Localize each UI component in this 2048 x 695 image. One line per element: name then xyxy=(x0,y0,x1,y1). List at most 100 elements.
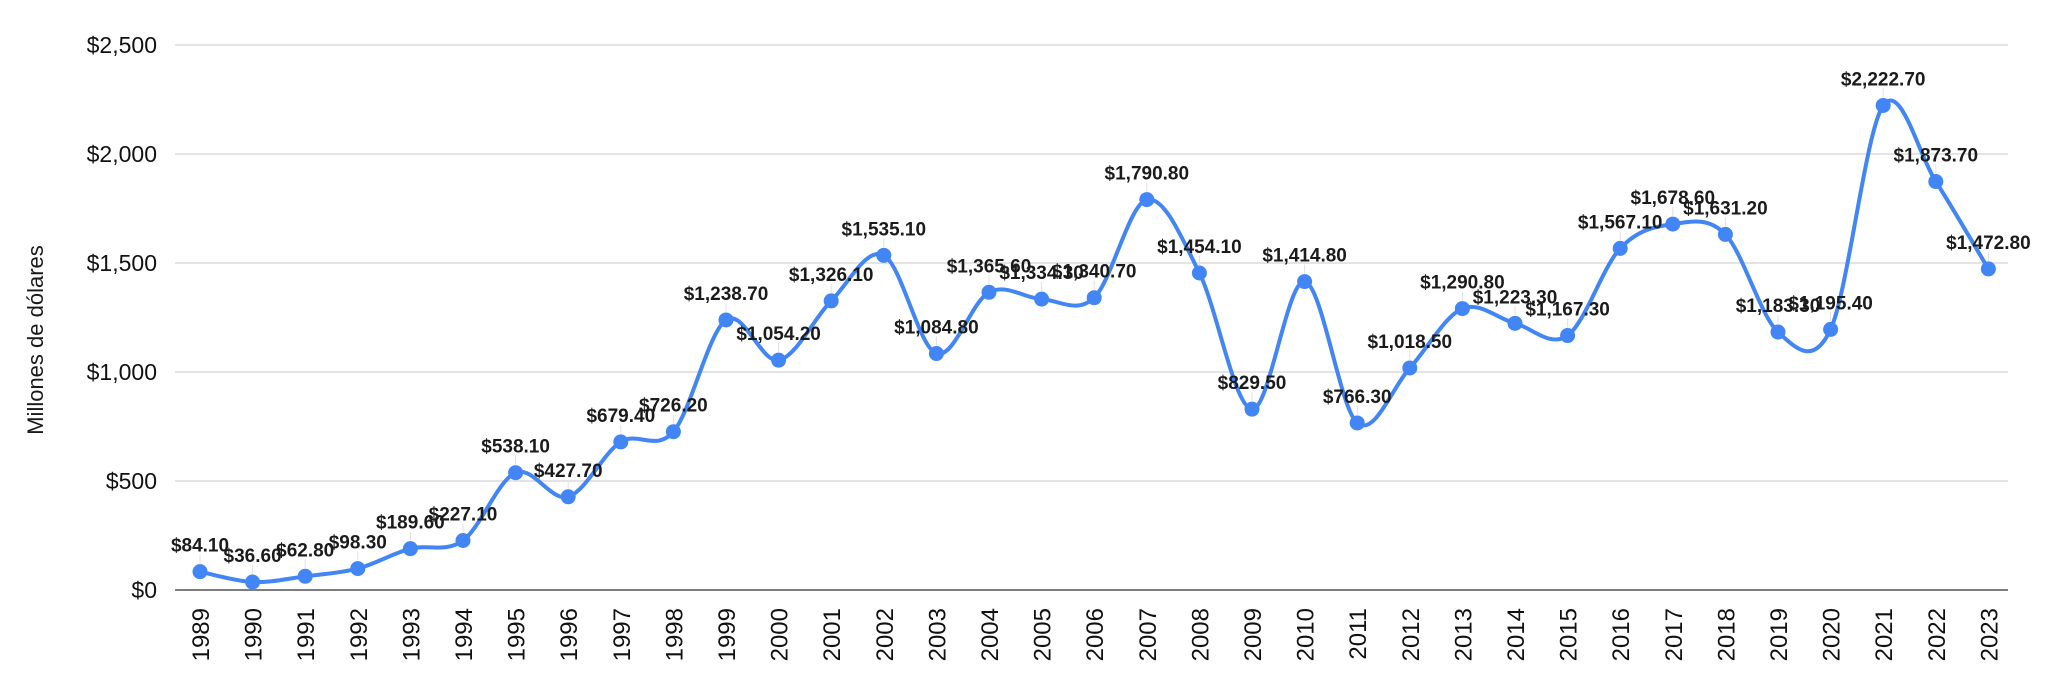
data-point-1998[interactable] xyxy=(665,424,681,440)
data-label: $1,167.30 xyxy=(1525,300,1610,321)
x-axis-tick-label: 2011 xyxy=(1345,608,1372,660)
x-axis-tick-label: 2009 xyxy=(1240,608,1267,661)
x-axis-tick-label: 2018 xyxy=(1713,608,1740,661)
x-axis-tick-label: 2017 xyxy=(1661,608,1688,661)
data-label: $2,222.70 xyxy=(1841,69,1926,90)
data-point-2016[interactable] xyxy=(1612,240,1628,256)
data-point-1999[interactable] xyxy=(718,312,734,328)
x-axis-tick-label: 1992 xyxy=(346,608,373,661)
data-point-2008[interactable] xyxy=(1191,265,1207,281)
data-point-2010[interactable] xyxy=(1297,274,1313,290)
data-point-1994[interactable] xyxy=(455,532,471,548)
data-point-1995[interactable] xyxy=(508,465,524,481)
y-axis-tick-label: $2,500 xyxy=(87,32,157,58)
data-point-2020[interactable] xyxy=(1823,321,1839,337)
y-axis-tick-label: $500 xyxy=(106,468,157,494)
data-point-2014[interactable] xyxy=(1507,315,1523,331)
data-label: $1,472.80 xyxy=(1946,233,2031,254)
data-label: $1,873.70 xyxy=(1894,146,1979,167)
data-label: $84.10 xyxy=(171,536,229,557)
data-point-1989[interactable] xyxy=(192,564,208,580)
data-label: $1,340.70 xyxy=(1052,262,1137,283)
x-axis-tick-label: 2021 xyxy=(1871,608,1898,661)
data-label: $766.30 xyxy=(1323,387,1392,408)
data-point-2013[interactable] xyxy=(1454,301,1470,317)
x-axis-tick-label: 2015 xyxy=(1556,608,1583,661)
data-point-1991[interactable] xyxy=(297,568,313,584)
data-point-1990[interactable] xyxy=(245,574,261,590)
data-label: $1,290.80 xyxy=(1420,273,1505,294)
data-point-2012[interactable] xyxy=(1402,360,1418,376)
x-axis-tick-label: 2007 xyxy=(1135,608,1162,661)
data-point-2001[interactable] xyxy=(823,293,839,309)
y-axis-tick-label: $0 xyxy=(131,577,157,603)
data-label: $1,326.10 xyxy=(789,265,874,286)
data-point-2000[interactable] xyxy=(771,352,787,368)
data-point-2011[interactable] xyxy=(1349,415,1365,431)
x-axis-tick-label: 2006 xyxy=(1082,608,1109,661)
x-axis-tick-label: 1998 xyxy=(661,608,688,661)
y-axis-tick-label: $1,000 xyxy=(87,359,157,385)
data-point-1993[interactable] xyxy=(402,541,418,557)
data-label: $1,365.60 xyxy=(947,256,1032,277)
data-label: $1,631.20 xyxy=(1683,198,1768,219)
data-label: $1,535.10 xyxy=(842,219,927,240)
x-axis-tick-label: 1991 xyxy=(293,608,320,661)
y-axis-title: Millones de dólares xyxy=(23,245,48,435)
data-label: $1,454.10 xyxy=(1157,237,1242,258)
data-label: $36.60 xyxy=(224,546,282,567)
x-axis-tick-label: 2008 xyxy=(1187,608,1214,661)
data-label: $62.80 xyxy=(276,540,334,561)
data-point-1996[interactable] xyxy=(560,489,576,505)
x-axis-tick-label: 1999 xyxy=(714,608,741,661)
data-label: $829.50 xyxy=(1218,373,1287,394)
x-axis-tick-label: 2014 xyxy=(1503,608,1530,661)
data-label: $1,018.50 xyxy=(1368,332,1453,353)
data-label: $227.10 xyxy=(429,504,498,525)
x-axis-tick-label: 1996 xyxy=(556,608,583,661)
x-axis-tick-label: 2012 xyxy=(1398,608,1425,661)
data-point-1997[interactable] xyxy=(613,434,629,450)
data-point-2019[interactable] xyxy=(1770,324,1786,340)
data-point-2007[interactable] xyxy=(1139,192,1155,208)
data-label: $189.60 xyxy=(376,513,445,534)
data-label: $98.30 xyxy=(329,533,387,554)
data-point-2003[interactable] xyxy=(928,346,944,362)
data-point-2023[interactable] xyxy=(1980,261,1996,277)
data-point-2004[interactable] xyxy=(981,284,997,300)
y-axis-tick-label: $2,000 xyxy=(87,141,157,167)
data-point-2006[interactable] xyxy=(1086,290,1102,306)
data-point-2021[interactable] xyxy=(1875,97,1891,113)
data-point-2002[interactable] xyxy=(876,247,892,263)
data-label: $1,054.20 xyxy=(736,324,821,345)
x-axis-tick-label: 1993 xyxy=(398,608,425,661)
data-point-2017[interactable] xyxy=(1665,216,1681,232)
x-axis-tick-label: 1997 xyxy=(609,608,636,661)
data-label: $1,183.30 xyxy=(1736,296,1821,317)
x-axis-tick-label: 2020 xyxy=(1819,608,1846,661)
x-axis-tick-label: 2004 xyxy=(977,608,1004,661)
x-axis-tick-label: 1994 xyxy=(451,608,478,661)
x-axis-tick-label: 2016 xyxy=(1608,608,1635,661)
data-label: $1,084.80 xyxy=(894,318,979,339)
data-point-1992[interactable] xyxy=(350,561,366,577)
data-point-2009[interactable] xyxy=(1244,401,1260,417)
x-axis-tick-label: 2023 xyxy=(1976,608,2003,661)
data-label: $538.10 xyxy=(481,437,550,458)
data-label: $726.20 xyxy=(639,396,708,417)
x-axis-tick-label: 1995 xyxy=(504,608,531,661)
data-point-2022[interactable] xyxy=(1928,174,1944,190)
data-point-2015[interactable] xyxy=(1560,328,1576,344)
data-label: $427.70 xyxy=(534,461,603,482)
data-label: $679.40 xyxy=(586,406,655,427)
data-label: $1,334.30 xyxy=(999,263,1084,284)
data-label: $1,195.40 xyxy=(1788,293,1873,314)
data-point-2005[interactable] xyxy=(1034,291,1050,307)
x-axis-tick-label: 2013 xyxy=(1450,608,1477,661)
x-axis-tick-label: 2022 xyxy=(1924,608,1951,661)
data-point-2018[interactable] xyxy=(1717,226,1733,242)
x-axis-tick-label: 2001 xyxy=(819,608,846,661)
x-axis-tick-label: 2000 xyxy=(767,608,794,661)
